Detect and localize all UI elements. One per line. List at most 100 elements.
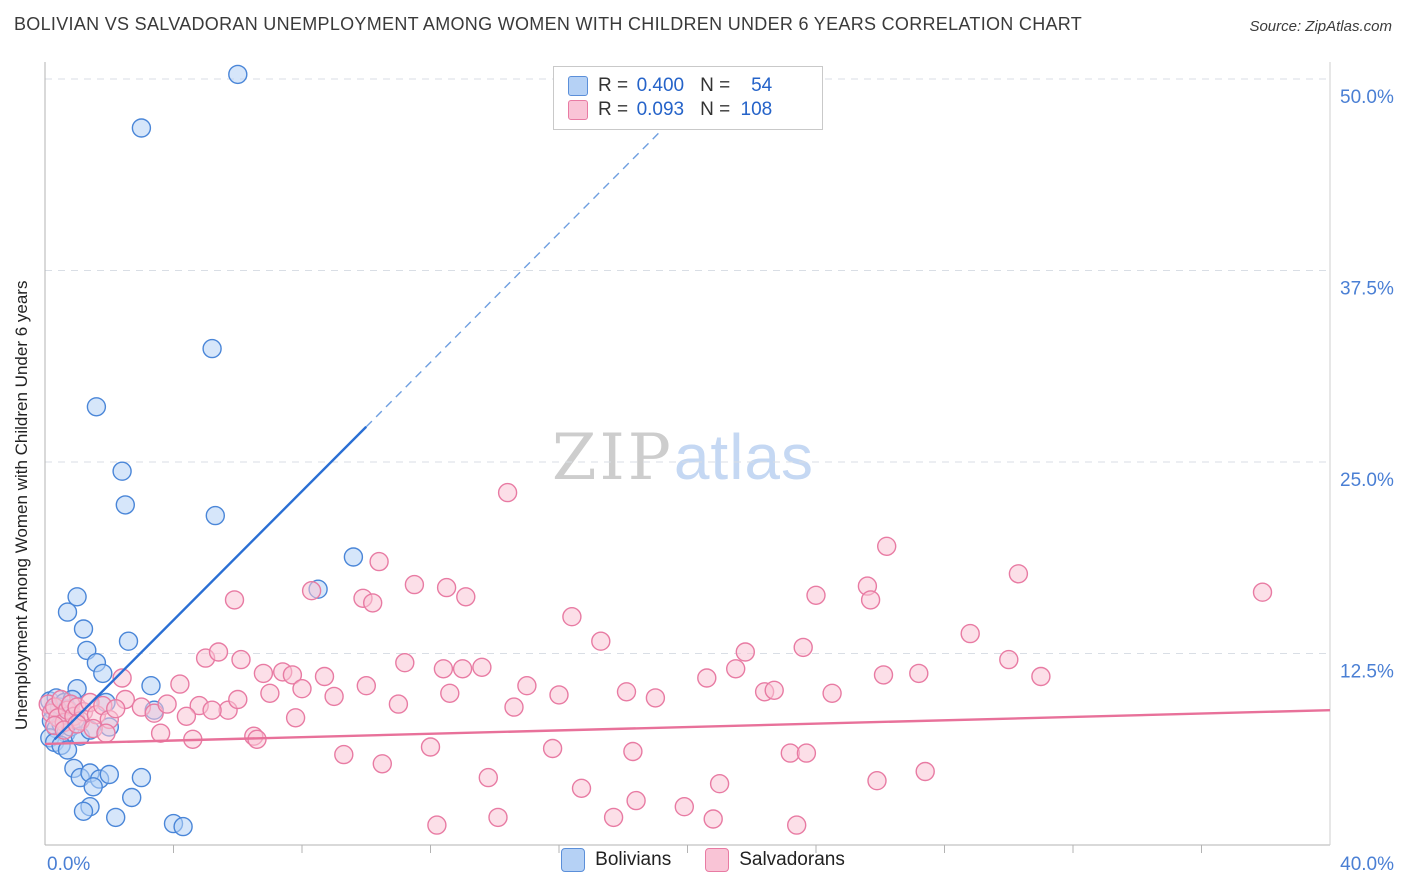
salvadoran-point xyxy=(873,665,894,685)
bolivian-point xyxy=(57,602,78,622)
salvadoran-point xyxy=(176,706,197,726)
n-value-salvadorans: 108 xyxy=(740,99,773,120)
salvadoran-point xyxy=(372,754,392,774)
salvadoran-point xyxy=(478,767,498,788)
r-value-salvadorans: 0.093 xyxy=(636,99,685,120)
salvadoran-point xyxy=(285,708,306,728)
salvadoran-point xyxy=(314,666,335,687)
salvadoran-point xyxy=(764,680,784,700)
salvadoran-point xyxy=(404,574,425,595)
salvadoran-point xyxy=(999,649,1019,670)
n-label: N = xyxy=(700,75,731,96)
y-axis-tick-label: 37.5% xyxy=(1340,279,1394,300)
salvadoran-point xyxy=(674,797,694,817)
salvadoran-point xyxy=(224,590,245,610)
salvadoran-point xyxy=(517,676,537,696)
salvadoran-point xyxy=(105,699,126,719)
salvadoran-point xyxy=(170,674,190,694)
salvadoran-point xyxy=(301,581,322,601)
salvadoran-point xyxy=(726,659,746,679)
salvadoran-point xyxy=(877,536,897,556)
correlation-legend: R = 0.400 N = 54 R = 0.093 N = 108 xyxy=(553,66,823,130)
salvadorans-swatch-icon xyxy=(705,848,730,872)
salvadoran-point xyxy=(260,683,280,703)
salvadoran-point xyxy=(780,743,800,763)
salvadoran-point xyxy=(806,585,826,605)
y-axis-tick-label: 12.5% xyxy=(1340,662,1394,683)
salvadoran-point xyxy=(282,665,303,685)
salvadoran-point xyxy=(1252,582,1273,602)
salvadoran-point xyxy=(208,642,229,662)
salvadoran-point xyxy=(603,807,624,828)
salvadoran-point xyxy=(796,743,817,763)
salvadoran-point xyxy=(697,668,717,688)
salvadoran-point xyxy=(787,815,807,835)
salvadoran-point xyxy=(356,676,376,696)
salvadoran-point xyxy=(292,679,312,699)
salvadoran-point xyxy=(591,631,611,651)
salvadorans-swatch-icon xyxy=(568,100,588,120)
salvadoran-point xyxy=(420,737,441,757)
salvadoran-point xyxy=(867,771,887,791)
salvadoran-point xyxy=(150,723,171,743)
salvadoran-point xyxy=(549,685,569,705)
salvadoran-point xyxy=(497,482,518,503)
bolivians-trend-line xyxy=(53,425,368,741)
salvadoran-point xyxy=(735,642,755,662)
bolivian-point xyxy=(115,495,136,515)
legend-row-bolivians: R = 0.400 N = 54 xyxy=(568,74,808,98)
bolivians-swatch-icon xyxy=(568,76,588,96)
salvadoran-point xyxy=(433,659,454,679)
y-axis-tick-label: 25.0% xyxy=(1340,470,1394,491)
r-label: R = xyxy=(598,99,629,120)
salvadoran-point xyxy=(960,623,980,644)
bolivian-point xyxy=(99,764,120,785)
salvadoran-point xyxy=(1008,564,1029,584)
bolivian-point xyxy=(131,118,152,138)
y-axis-tick-label: 50.0% xyxy=(1340,87,1394,108)
salvadoran-point xyxy=(645,688,666,708)
bolivian-point xyxy=(57,740,78,760)
salvadoran-point xyxy=(228,689,248,710)
bolivian-point xyxy=(86,397,107,417)
salvadoran-point xyxy=(427,815,447,835)
chart-title: BOLIVIAN VS SALVADORAN UNEMPLOYMENT AMON… xyxy=(14,14,1083,34)
legend-label-salvadorans: Salvadorans xyxy=(739,849,845,870)
salvadoran-point xyxy=(440,683,460,703)
salvadoran-point xyxy=(452,659,473,679)
salvadoran-point xyxy=(334,744,354,765)
salvadoran-point xyxy=(369,551,389,572)
salvadoran-point xyxy=(436,577,457,598)
series-legend: Bolivians Salvadorans xyxy=(0,848,1406,872)
r-label: R = xyxy=(598,75,629,96)
r-value-bolivians: 0.400 xyxy=(636,75,685,96)
bolivian-point xyxy=(105,807,126,828)
bolivian-point xyxy=(112,461,132,481)
bolivians-trend-extension xyxy=(365,90,701,428)
salvadoran-point xyxy=(562,607,582,627)
bolivian-point xyxy=(202,338,222,359)
salvadoran-point xyxy=(253,663,274,684)
legend-item-salvadorans: Salvadorans xyxy=(705,848,845,872)
salvadoran-point xyxy=(157,694,177,714)
x-axis-min-label: 0.0% xyxy=(47,854,90,875)
salvadoran-point xyxy=(709,774,730,794)
bolivian-point xyxy=(73,619,94,639)
bolivian-point xyxy=(93,663,113,684)
bolivian-point xyxy=(73,801,94,821)
salvadoran-point xyxy=(112,668,132,688)
bolivian-point xyxy=(343,547,364,567)
bolivian-point xyxy=(118,631,139,651)
salvadoran-point xyxy=(860,590,881,610)
salvadoran-point xyxy=(395,653,415,673)
source-attribution: Source: ZipAtlas.com xyxy=(1249,18,1392,35)
salvadoran-point xyxy=(616,682,637,702)
salvadoran-point xyxy=(793,637,813,658)
salvadoran-point xyxy=(324,686,344,707)
salvadoran-point xyxy=(231,649,251,670)
salvadoran-point xyxy=(822,683,842,703)
bolivian-point xyxy=(121,787,142,808)
bolivian-point xyxy=(173,816,193,837)
